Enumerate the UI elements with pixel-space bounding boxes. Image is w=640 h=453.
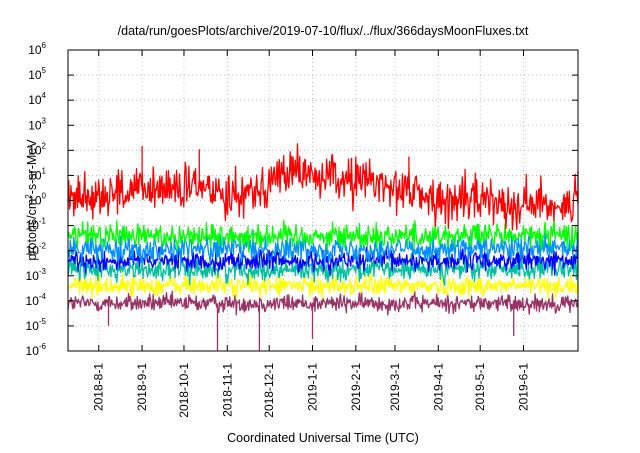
x-tick-label: 2018-10-1 (177, 363, 191, 418)
y-tick-exp: -1 (39, 217, 47, 226)
series-line-5 (67, 217, 579, 253)
y-tick-base: 10 (26, 244, 40, 258)
x-tick-label: 2018-8-1 (92, 363, 106, 411)
y-tick-label: 10-4 (26, 292, 47, 308)
y-tick-base: 10 (28, 194, 42, 208)
y-tick-exp: -4 (39, 292, 47, 301)
y-tick-label: 104 (28, 91, 46, 107)
y-tick-label: 106 (28, 41, 46, 57)
y-tick-base: 10 (26, 219, 40, 233)
y-axis-label: protons/cm2-s-sr-MeV (24, 139, 39, 261)
y-tick-exp: -6 (39, 342, 47, 351)
y-tick-label: 102 (28, 141, 46, 157)
y-tick-exp: 0 (42, 192, 47, 201)
series-line-0 (67, 288, 579, 351)
x-axis: 2018-8-1 2018-9-1 2018-10-1 2018-11-1 2018-1… (92, 50, 531, 418)
y-tick-exp: 4 (42, 91, 47, 100)
y-tick-exp: 5 (42, 66, 47, 75)
x-tick-label: 2019-4-1 (431, 363, 445, 411)
series-line-2 (67, 253, 579, 286)
y-tick-exp: 2 (42, 141, 47, 150)
chart-title: /data/run/goesPlots/archive/2019-07-10/f… (118, 24, 529, 38)
y-tick-label: 103 (28, 116, 46, 132)
x-tick-label: 2019-3-1 (388, 363, 402, 411)
x-tick-label: 2019-6-1 (517, 363, 531, 411)
y-tick-label: 10-2 (26, 242, 47, 258)
y-axis-label-base: protons/cm (25, 199, 39, 261)
y-tick-label: 10-6 (26, 342, 47, 358)
series-layer (67, 143, 579, 351)
y-axis-label-rest: -s-sr-MeV (25, 139, 39, 195)
x-tick-label: 2018-11-1 (220, 363, 234, 417)
series-line-4 (67, 230, 579, 268)
y-tick-exp: -3 (39, 267, 47, 276)
series-line-3 (67, 246, 579, 276)
y-tick-exp: 6 (42, 41, 47, 50)
y-axis-label-sup: 2 (24, 194, 33, 199)
x-tick-label: 2019-2-1 (349, 363, 363, 411)
y-tick-base: 10 (28, 118, 42, 132)
series-line-6 (67, 143, 579, 231)
y-tick-label: 100 (28, 192, 46, 208)
y-tick-exp: 3 (42, 116, 47, 125)
x-tick-label: 2019-1-1 (306, 363, 320, 411)
x-tick-label: 2018-9-1 (135, 363, 149, 411)
y-tick-base: 10 (28, 93, 42, 107)
y-tick-base: 10 (26, 344, 40, 358)
y-tick-label: 101 (28, 166, 46, 182)
y-tick-label: 10-5 (26, 317, 47, 333)
y-tick-base: 10 (28, 143, 42, 157)
y-tick-base: 10 (26, 319, 40, 333)
x-tick-label: 2019-5-1 (473, 363, 487, 411)
y-tick-base: 10 (28, 168, 42, 182)
y-tick-base: 10 (28, 43, 42, 57)
y-tick-exp: 1 (42, 166, 47, 175)
x-tick-label: 2018-12-1 (262, 363, 276, 418)
y-tick-base: 10 (26, 294, 40, 308)
y-tick-exp: -5 (39, 317, 47, 326)
y-tick-label: 10-1 (26, 217, 47, 233)
y-tick-base: 10 (26, 269, 40, 283)
series-line-1 (67, 271, 579, 300)
y-tick-base: 10 (28, 68, 42, 82)
y-axis: 10-610-510-410-310-210-11001011021031041… (26, 41, 578, 358)
x-axis-label: Coordinated Universal Time (UTC) (227, 431, 419, 445)
y-tick-label: 105 (28, 66, 46, 82)
y-tick-exp: -2 (39, 242, 47, 251)
y-tick-label: 10-3 (26, 267, 47, 283)
